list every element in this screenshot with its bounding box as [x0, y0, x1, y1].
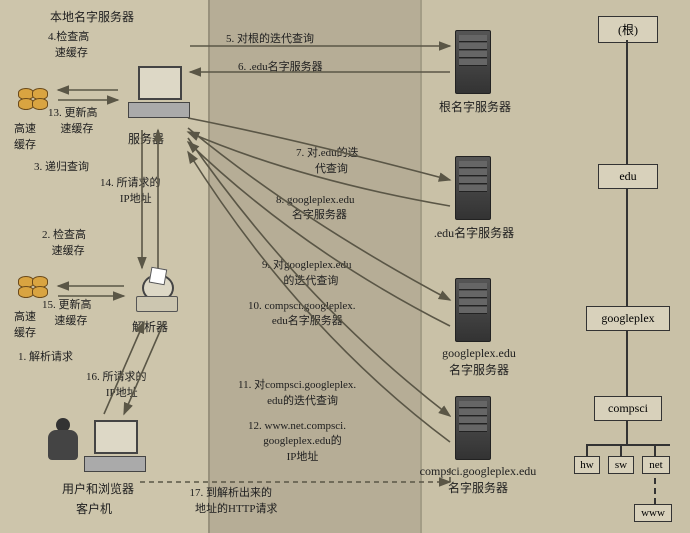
step-6: 6. .edu名字服务器 — [238, 58, 323, 74]
step-9: 9. 对googleplex.edu 的迭代查询 — [262, 256, 352, 288]
dns-resolution-diagram: 本地名字服务器 服务器 高速 缓存 解析器 高速 缓存 用户和浏览器 客户机 4… — [0, 0, 690, 533]
resolver-label: 解析器 — [132, 318, 168, 335]
edu-server-label: .edu名字服务器 — [424, 224, 524, 241]
user-icon — [42, 416, 86, 476]
tree-leaf-net: net — [642, 456, 670, 474]
compsci-server-label: compsci.googleplex.edu 名字服务器 — [408, 464, 548, 496]
divider-1 — [208, 0, 210, 533]
tree-hline-leaves — [586, 444, 670, 446]
tree-line-3 — [626, 330, 628, 396]
user-browser-label: 用户和浏览器 — [62, 480, 134, 497]
client-label: 客户机 — [76, 500, 112, 517]
tree-line-1 — [626, 40, 628, 164]
step-15: 15. 更新高 速缓存 — [42, 296, 92, 328]
step-10: 10. compsci.googleplex. edu名字服务器 — [248, 300, 356, 328]
tree-line-4 — [626, 420, 628, 444]
divider-2 — [420, 0, 422, 533]
tree-googleplex: googleplex — [586, 306, 670, 331]
resolver-icon — [132, 272, 180, 312]
step-13: 13. 更新高 速缓存 — [48, 104, 98, 136]
googleplex-server-label: googleplex.edu 名字服务器 — [424, 346, 534, 378]
root-server-label: 根名字服务器 — [430, 98, 520, 115]
step-4: 4.检查高 速缓存 — [48, 28, 89, 60]
step-3: 3. 递归查询 — [34, 158, 89, 174]
cache-top-label: 高速 缓存 — [14, 120, 36, 152]
tree-line-www — [654, 478, 658, 504]
step-1: 1. 解析请求 — [18, 348, 73, 364]
step-12: 12. www.net.compsci. googleplex.edu的 IP地… — [248, 420, 346, 464]
tree-vline-sw — [620, 444, 622, 456]
tree-edu: edu — [598, 164, 658, 189]
tree-root: (根) — [598, 16, 658, 43]
cache-bottom-label: 高速 缓存 — [14, 308, 36, 340]
local-server-title: 本地名字服务器 — [50, 8, 134, 25]
step-11: 11. 对compsci.googleplex. edu的迭代查询 — [238, 376, 356, 408]
tree-vline-net — [654, 444, 656, 456]
step-8: 8. googleplex.edu 名字服务器 — [276, 194, 355, 222]
edu-server-icon — [455, 156, 489, 218]
googleplex-server-icon — [455, 278, 489, 340]
step-5: 5. 对根的迭代查询 — [226, 30, 314, 46]
cache-top-icon — [18, 88, 50, 116]
step-7: 7. 对.edu的迭 代查询 — [296, 144, 359, 176]
tree-vline-hw — [586, 444, 588, 456]
compsci-server-icon — [455, 396, 489, 458]
step-16: 16. 所请求的 IP地址 — [86, 368, 147, 400]
step-2: 2. 检查高 速缓存 — [42, 226, 86, 258]
server-label: 服务器 — [128, 130, 164, 147]
root-server-icon — [455, 30, 489, 92]
local-server-icon — [128, 66, 188, 118]
tree-leaf-hw: hw — [574, 456, 600, 474]
tree-www: www — [634, 504, 672, 522]
tree-compsci: compsci — [594, 396, 662, 421]
step-14: 14. 所请求的 IP地址 — [100, 174, 161, 206]
browser-pc-icon — [84, 420, 144, 472]
tree-line-2 — [626, 188, 628, 306]
tree-leaf-sw: sw — [608, 456, 634, 474]
step-17: 17. 到解析出来的 地址的HTTP请求 — [184, 484, 278, 516]
